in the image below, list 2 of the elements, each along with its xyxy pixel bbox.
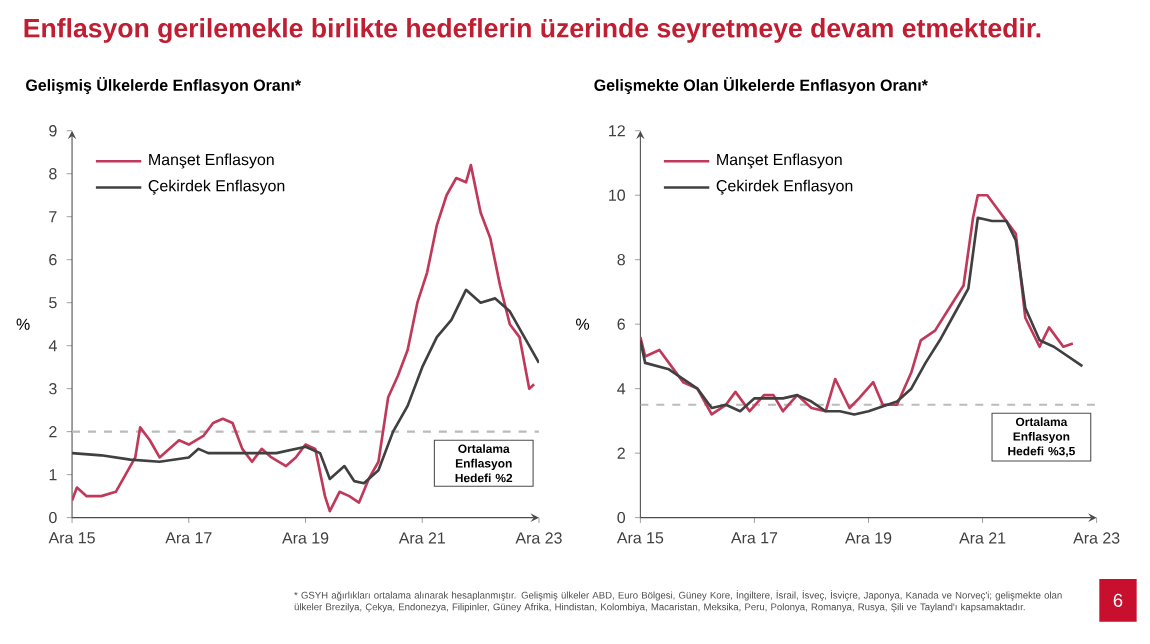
text: Enflasyon gerilemekle birlikte hedeflerin üzerinde seyretmeye devam etmektedir.: [24, 18, 1041, 44]
text: 6: [1113, 594, 1123, 608]
